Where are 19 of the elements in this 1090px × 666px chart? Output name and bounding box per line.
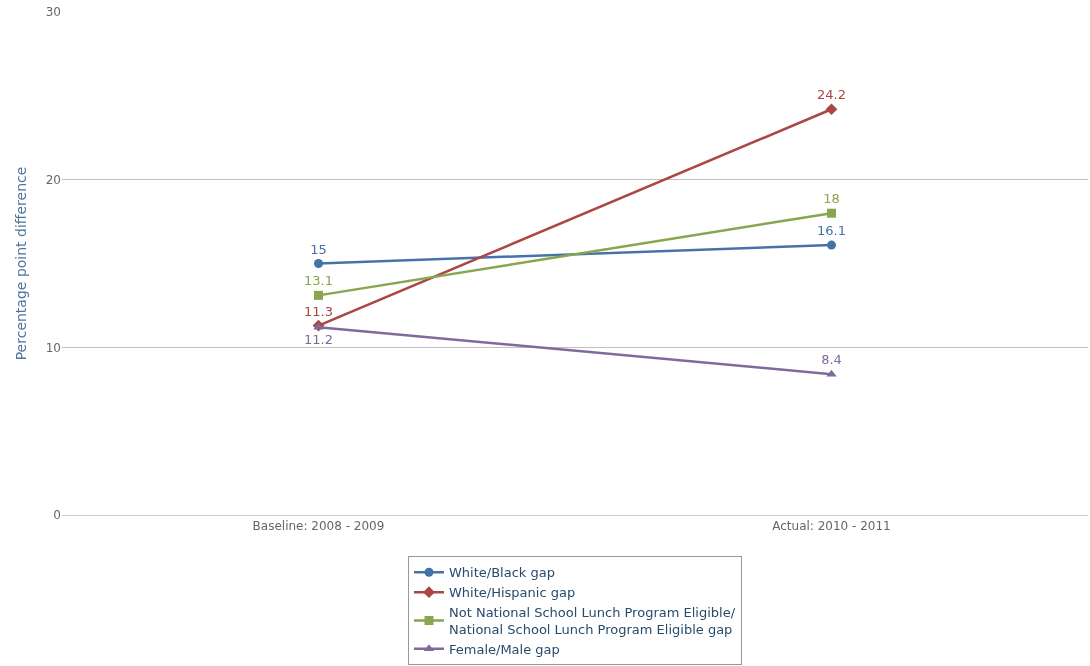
- data-label: 13.1: [304, 273, 333, 289]
- data-label: 11.3: [304, 303, 333, 319]
- data-label: 15: [310, 241, 327, 257]
- data-label: 11.2: [304, 331, 333, 347]
- data-label: 24.2: [817, 87, 846, 103]
- data-label: 8.4: [821, 352, 842, 368]
- y-axis-title: Percentage point difference: [13, 166, 30, 361]
- y-tick-label: 0: [53, 508, 61, 523]
- legend-label: Not National School Lunch Program Eligible/National School Lunch Program Eligible gap: [449, 605, 736, 638]
- data-label: 16.1: [817, 223, 846, 239]
- x-tick-label: Baseline: 2008 - 2009: [252, 519, 385, 534]
- y-tick-label: 10: [45, 340, 61, 355]
- legend-label: White/Black gap: [449, 565, 555, 581]
- legend-label: Female/Male gap: [449, 641, 560, 657]
- legend-label: White/Hispanic gap: [449, 585, 576, 601]
- x-tick-label: Actual: 2010 - 2011: [772, 519, 891, 534]
- y-tick-label: 30: [45, 5, 61, 20]
- y-tick-label: 20: [45, 172, 61, 187]
- data-label: 18: [823, 191, 840, 207]
